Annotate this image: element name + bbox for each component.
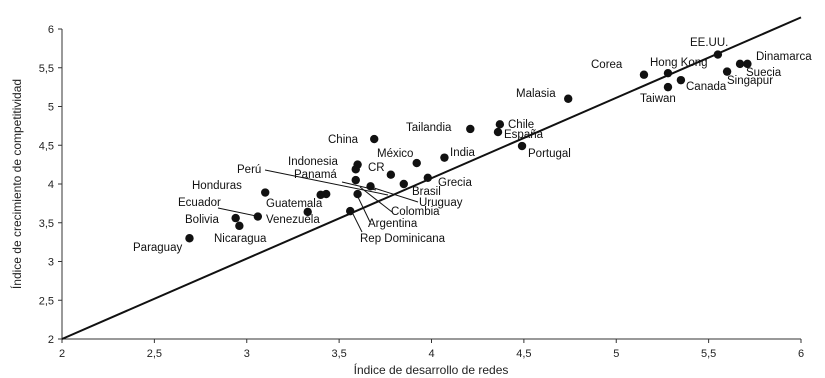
point-panama [351, 175, 360, 185]
label-hong-kong: Hong Kong [650, 57, 708, 69]
leader-line-peru [264, 169, 389, 196]
label-portugal: Portugal [528, 148, 571, 160]
label-canada: Canada [686, 81, 727, 93]
point-rep-dominicana [346, 206, 355, 216]
label-china: China [328, 134, 359, 146]
y-tick-label: 4,5 [39, 140, 54, 152]
point-malasia [564, 94, 573, 103]
point-ee-uu [713, 50, 723, 59]
point-guatemala [303, 207, 312, 217]
x-tick-label: 6 [798, 348, 804, 360]
x-tick-label: 4,5 [516, 348, 531, 360]
label-cr: CR [368, 162, 385, 174]
label-argentina: Argentina [368, 218, 418, 230]
point-grecia [423, 173, 433, 182]
leader-line-rep-dominicana [352, 213, 363, 233]
label-brasil: Brasil [412, 186, 441, 198]
x-axis-label: Índice de desarrollo de redes [354, 362, 509, 377]
y-tick-label: 5 [48, 102, 54, 114]
label-panama: Panamá [294, 169, 337, 181]
label-corea: Corea [591, 59, 623, 71]
point-nicaragua [235, 221, 244, 231]
label-paraguay: Paraguay [133, 242, 182, 254]
point-cr [351, 165, 360, 174]
label-rep-dominicana: Rep Dominicana [360, 233, 446, 245]
point-taiwan [663, 82, 673, 92]
label-tailandia: Tailandia [406, 122, 452, 134]
label-nicaragua: Nicaragua [214, 233, 267, 245]
label-indonesia: Indonesia [288, 156, 338, 168]
y-ticks: 2 2,5 3 3,5 4 4,5 5 5,5 6 [39, 24, 62, 346]
y-tick-label: 2,5 [39, 295, 54, 307]
point-paraguay [185, 234, 194, 243]
y-tick-label: 2 [48, 334, 54, 346]
y-axis-label: Índice de crecimiento de competitividad [9, 79, 24, 289]
x-tick-label: 5,5 [701, 348, 716, 360]
point-dinamarca [743, 59, 752, 69]
y-tick-label: 5,5 [39, 63, 54, 75]
label-colombia: Colombia [391, 206, 440, 218]
label-taiwan: Taiwan [640, 93, 676, 105]
y-tick-label: 4 [48, 179, 54, 191]
point-portugal [517, 141, 527, 151]
label-ee-uu: EE.UU. [690, 37, 728, 49]
point-honduras [261, 188, 270, 197]
label-ecuador: Ecuador [178, 197, 221, 209]
x-tick-label: 5 [613, 348, 619, 360]
label-venezuela: Venezuela [266, 214, 320, 226]
leader-line-uruguay [373, 187, 419, 203]
label-guatemala: Guatemala [266, 198, 323, 210]
leader-line-colombia [359, 186, 393, 213]
label-suecia: Suecia [746, 67, 782, 79]
label-grecia: Grecia [438, 177, 472, 189]
point-ecuador [253, 212, 263, 221]
y-tick-label: 6 [48, 24, 54, 36]
x-tick-label: 4 [428, 348, 434, 360]
point-tailandia [466, 124, 475, 134]
x-tick-label: 3,5 [331, 348, 346, 360]
point-chile [495, 120, 505, 129]
point-mexico [412, 158, 421, 168]
point-venezuela [316, 190, 325, 200]
label-uruguay: Uruguay [419, 197, 463, 209]
label-chile: Chile [508, 119, 534, 131]
point-hong-kong [663, 68, 673, 78]
label-dinamarca: Dinamarca [756, 51, 812, 63]
x-tick-label: 2,5 [147, 348, 162, 360]
point-corea [639, 70, 649, 79]
data-points [185, 50, 752, 243]
x-tick-label: 3 [244, 348, 250, 360]
point-canada [676, 75, 686, 85]
label-malasia: Malasia [516, 88, 556, 100]
leader-line-ecuador [217, 207, 257, 217]
point-espana [493, 127, 503, 137]
point-colombia [366, 182, 375, 191]
y-tick-label: 3 [48, 257, 54, 269]
label-mexico: México [377, 148, 413, 160]
label-singapur: Singapur [727, 75, 773, 87]
point-brasil [386, 170, 396, 179]
label-honduras: Honduras [192, 180, 242, 192]
point-india [440, 153, 449, 162]
point-china [370, 134, 379, 144]
point-uruguay [399, 179, 408, 189]
y-tick-label: 3,5 [39, 218, 54, 230]
x-ticks: 2 2,5 3 3,5 4 4,5 5 5,5 6 [59, 339, 804, 360]
label-peru: Perú [237, 164, 261, 176]
point-argentina [353, 189, 362, 199]
point-bolivia [231, 213, 240, 223]
leader-line-argentina [356, 194, 371, 223]
point-suecia [735, 59, 745, 69]
x-tick-label: 2 [59, 348, 65, 360]
label-espana: España [504, 129, 544, 141]
point-singapur [722, 67, 732, 76]
axes [61, 29, 801, 340]
label-bolivia: Bolivia [185, 214, 219, 226]
label-india: India [450, 147, 476, 159]
